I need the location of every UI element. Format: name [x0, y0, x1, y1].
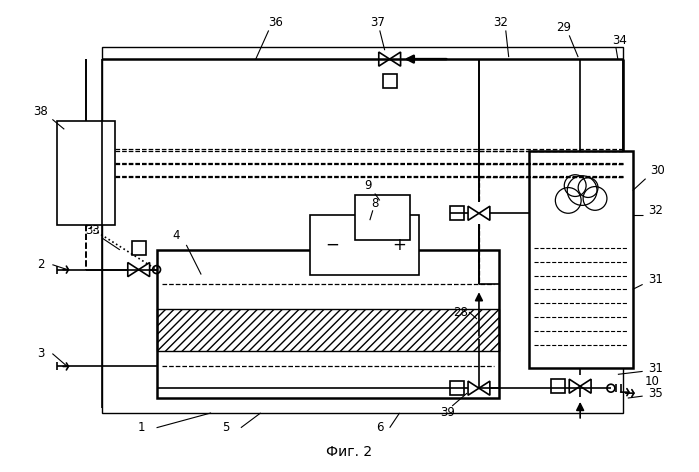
- Polygon shape: [128, 262, 138, 277]
- Polygon shape: [138, 262, 150, 277]
- Text: 32: 32: [493, 16, 508, 29]
- Text: 39: 39: [440, 406, 454, 420]
- Text: 35: 35: [648, 387, 663, 400]
- Text: 36: 36: [268, 16, 283, 29]
- Polygon shape: [479, 381, 490, 395]
- Text: 3: 3: [37, 347, 44, 360]
- Text: 28: 28: [453, 305, 468, 319]
- Text: 31: 31: [648, 362, 663, 375]
- Text: 37: 37: [370, 16, 385, 29]
- Bar: [450, 381, 464, 395]
- Text: 29: 29: [556, 21, 571, 34]
- Text: 10: 10: [645, 375, 660, 388]
- Text: +: +: [393, 236, 407, 254]
- Bar: [157, 309, 499, 351]
- Text: −: −: [325, 236, 339, 254]
- Polygon shape: [379, 52, 389, 66]
- Polygon shape: [468, 206, 479, 220]
- Text: 38: 38: [33, 105, 48, 118]
- Polygon shape: [580, 379, 591, 393]
- Bar: [157, 250, 499, 398]
- Polygon shape: [389, 52, 401, 66]
- Text: 32: 32: [648, 204, 663, 217]
- Text: 4: 4: [173, 228, 180, 242]
- Text: 34: 34: [612, 34, 627, 47]
- Text: 8: 8: [371, 197, 378, 210]
- Bar: [450, 206, 464, 220]
- Bar: [528, 151, 633, 369]
- Polygon shape: [479, 206, 490, 220]
- Text: 33: 33: [85, 224, 99, 236]
- Text: 5: 5: [222, 421, 230, 434]
- Polygon shape: [468, 381, 479, 395]
- Text: 30: 30: [650, 164, 665, 177]
- Bar: [131, 241, 145, 255]
- Bar: [310, 215, 419, 275]
- Text: 2: 2: [37, 258, 44, 271]
- Text: 1: 1: [138, 421, 145, 434]
- Text: 9: 9: [364, 179, 372, 192]
- Bar: [57, 121, 115, 225]
- Bar: [383, 74, 396, 88]
- Bar: [355, 195, 410, 240]
- Bar: [102, 47, 623, 413]
- Bar: [552, 379, 565, 393]
- Text: Фиг. 2: Фиг. 2: [326, 446, 372, 459]
- Polygon shape: [569, 379, 580, 393]
- Text: 31: 31: [648, 273, 663, 286]
- Text: 6: 6: [376, 421, 384, 434]
